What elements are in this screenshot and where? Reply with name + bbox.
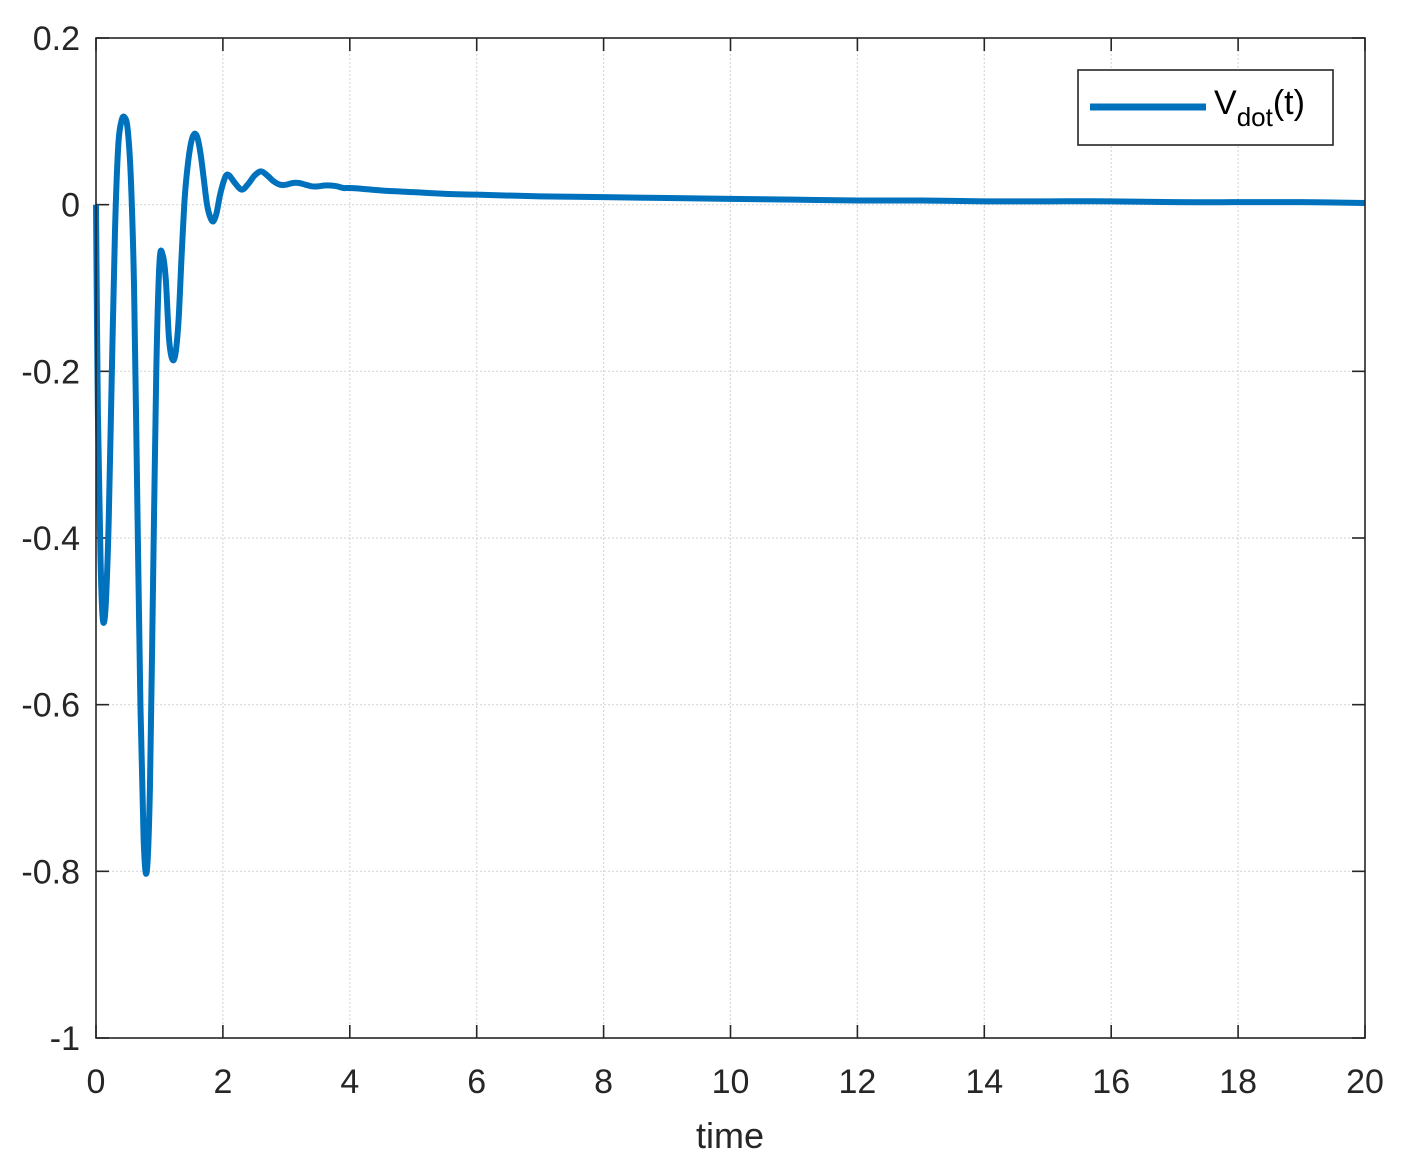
x-tick-label: 18 <box>1219 1063 1257 1101</box>
legend-entry: Vdot(t) <box>1214 84 1305 132</box>
y-tick-labels: -1 -0.8 -0.6 -0.4 -0.2 0 0.2 <box>21 20 80 1058</box>
x-tick-labels: 0 2 4 6 8 10 12 14 16 18 20 <box>87 1063 1384 1101</box>
x-tick-label: 12 <box>838 1063 876 1101</box>
series-layer <box>93 113 1366 877</box>
y-tick-label: -0.8 <box>21 853 80 891</box>
y-tick-label: 0.2 <box>33 20 80 58</box>
x-tick-label: 10 <box>712 1063 750 1101</box>
legend-entry-subscript: dot <box>1237 102 1274 132</box>
series-line-vdot <box>93 113 1366 877</box>
y-tick-label: -0.4 <box>21 520 80 558</box>
x-axis-label: time <box>696 1115 764 1156</box>
x-tick-label: 20 <box>1346 1063 1384 1101</box>
y-tick-label: -0.2 <box>21 353 80 391</box>
x-tick-label: 0 <box>87 1063 106 1101</box>
x-tick-label: 2 <box>213 1063 232 1101</box>
y-tick-label: -0.6 <box>21 687 80 725</box>
x-tick-label: 8 <box>594 1063 613 1101</box>
y-tick-label: 0 <box>61 187 80 225</box>
plot-frame <box>95 37 1366 1039</box>
y-tick-label: -1 <box>50 1020 80 1058</box>
legend-entry-main: V <box>1214 84 1237 122</box>
legend-entry-suffix: (t) <box>1273 84 1305 122</box>
x-tick-label: 16 <box>1092 1063 1130 1101</box>
legend: Vdot(t) <box>1077 69 1334 146</box>
x-tick-label: 6 <box>467 1063 486 1101</box>
x-tick-label: 14 <box>965 1063 1003 1101</box>
x-tick-label: 4 <box>340 1063 359 1101</box>
